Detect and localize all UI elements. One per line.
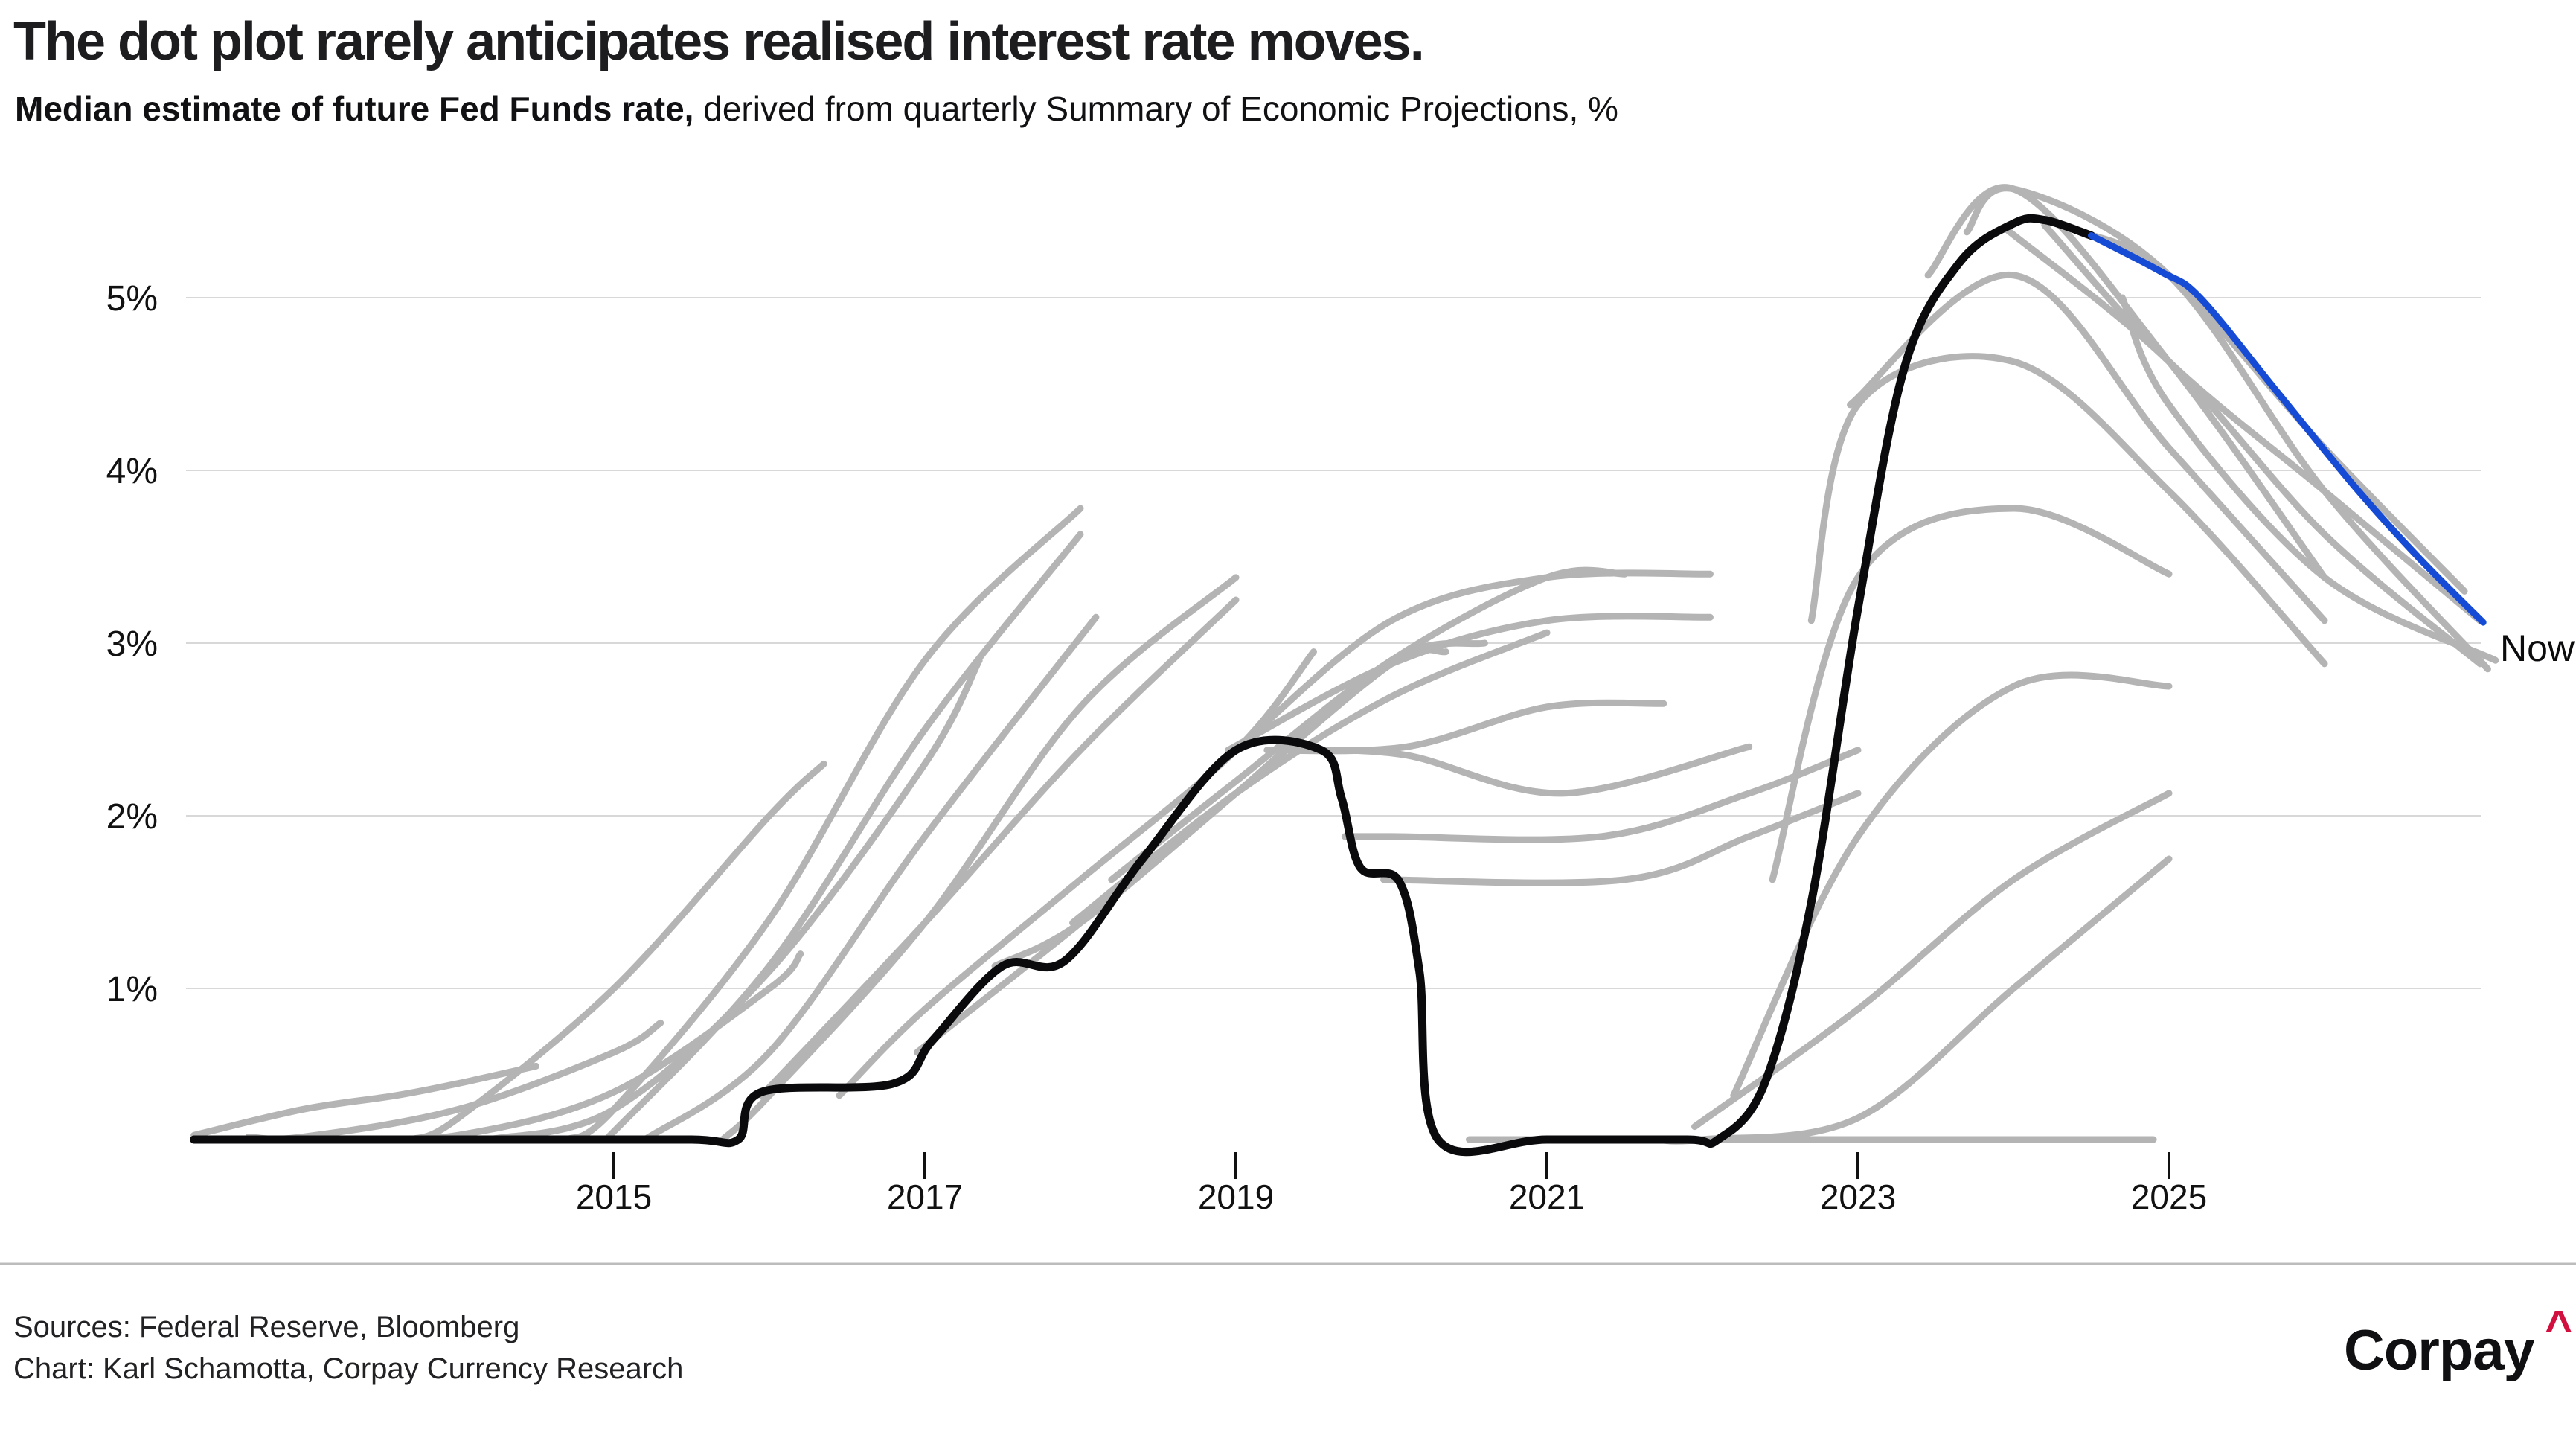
projection-line xyxy=(563,505,1084,1143)
projection-line xyxy=(1769,505,2173,883)
chart-subtitle-rest: derived from quarterly Summary of Econom… xyxy=(693,89,1618,128)
chart-title: The dot plot rarely anticipates realised… xyxy=(13,12,1423,71)
y-axis-labels: 1% 2% 3% 4% 5% xyxy=(106,279,158,1009)
x-axis: 2015 2017 2019 2021 2023 2025 xyxy=(576,1152,2207,1216)
x-axis-label: 2021 xyxy=(1509,1177,1585,1216)
projection-line xyxy=(1380,790,1862,886)
y-axis-label: 1% xyxy=(106,970,158,1009)
projection-line xyxy=(603,531,1084,1143)
projection-line xyxy=(1807,353,2328,668)
projection-line xyxy=(1341,747,1862,843)
sources-line-2: Chart: Karl Schamotta, Corpay Currency R… xyxy=(13,1352,683,1385)
main-lines xyxy=(190,214,2487,1157)
projection-line xyxy=(486,656,983,1143)
projection-line xyxy=(408,760,827,1143)
now-annotation: Now xyxy=(2500,627,2575,669)
x-axis-label: 2017 xyxy=(887,1177,963,1216)
projection-line xyxy=(2118,294,2499,664)
projection-line xyxy=(836,648,1317,1099)
y-axis-label: 4% xyxy=(106,452,158,491)
projection-line xyxy=(1302,743,1753,797)
corpay-logo-caret-icon: ^ xyxy=(2545,1301,2572,1355)
chart-subtitle-lead: Median estimate of future Fed Funds rate… xyxy=(15,89,693,128)
projection-line xyxy=(1963,185,2491,673)
gridlines xyxy=(186,297,2481,989)
projection-line xyxy=(330,950,804,1144)
x-axis-label: 2019 xyxy=(1198,1177,1274,1216)
x-axis-label: 2023 xyxy=(1820,1177,1896,1216)
corpay-logo-text: Corpay xyxy=(2344,1319,2535,1382)
projection-line xyxy=(758,596,1240,1099)
x-axis-label: 2015 xyxy=(576,1177,652,1216)
y-axis-label: 3% xyxy=(106,624,158,664)
x-axis-label: 2025 xyxy=(2131,1177,2207,1216)
realized-rate-line xyxy=(190,214,2095,1157)
sources-line-1: Sources: Federal Reserve, Bloomberg xyxy=(13,1311,519,1343)
projection-line xyxy=(1730,671,2173,1099)
projection-line xyxy=(190,1062,539,1139)
projection-line xyxy=(1924,184,2328,581)
y-axis-label: 2% xyxy=(106,797,158,837)
projection-line xyxy=(641,613,1100,1143)
projection-line xyxy=(1847,272,2328,624)
projection-line xyxy=(2002,225,2484,668)
chart-subtitle: Median estimate of future Fed Funds rate… xyxy=(15,89,1618,128)
projection-line xyxy=(1225,613,1714,754)
projection-line xyxy=(1185,569,1714,797)
projection-line xyxy=(719,574,1240,1143)
y-axis-label: 5% xyxy=(106,279,158,319)
now-path-line xyxy=(2088,231,2487,626)
projection-lines xyxy=(190,184,2499,1145)
projection-line xyxy=(2041,222,2484,624)
